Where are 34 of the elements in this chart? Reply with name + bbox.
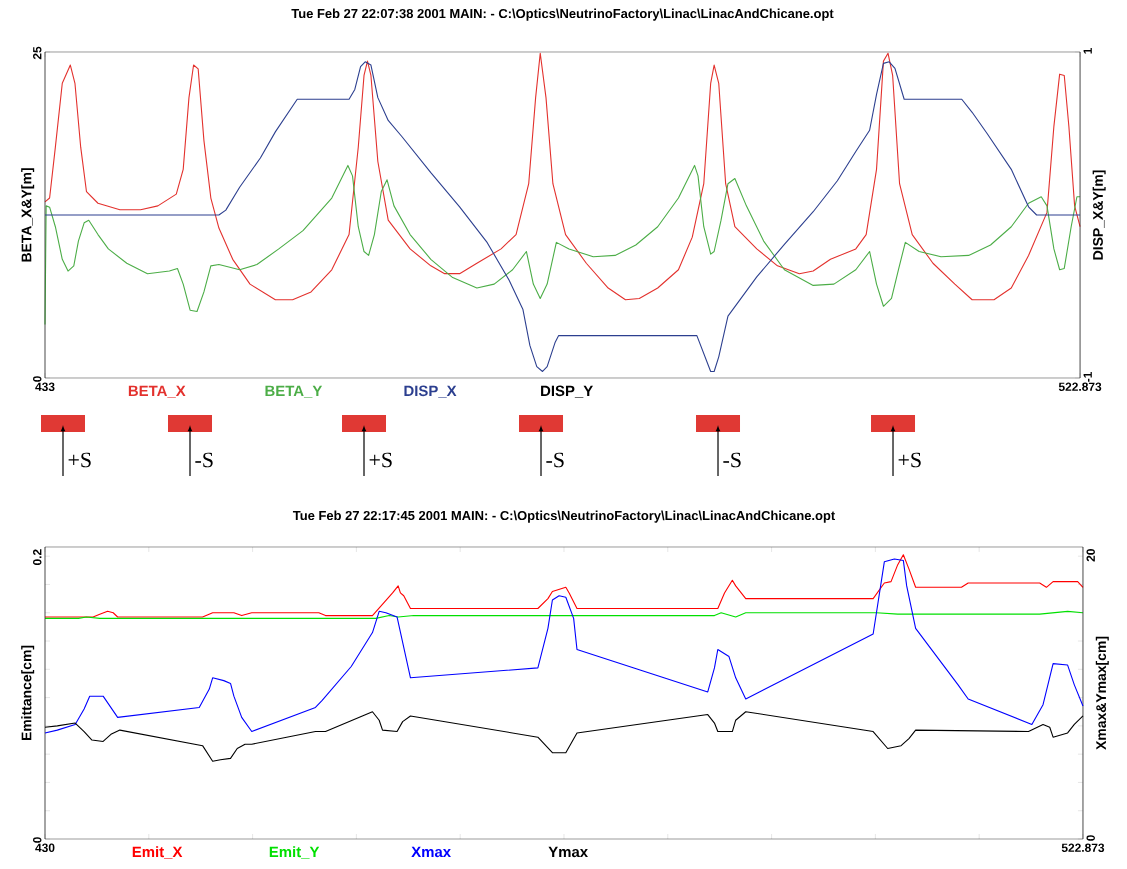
y2-axis-title: Xmax&Ymax[cm]: [1095, 636, 1109, 750]
x-tick-label: 433: [35, 382, 55, 391]
text: -S: [723, 452, 741, 468]
line-series: [44, 558, 1084, 734]
x-tick-label: 522.873: [1061, 843, 1105, 853]
text: -S: [546, 452, 564, 468]
y2-tick-label: -1: [1083, 372, 1092, 382]
text: +S: [369, 452, 392, 468]
text: DISP_X: [404, 385, 457, 398]
y-tick-label: 0: [33, 837, 42, 843]
text: Ymax: [548, 846, 588, 858]
y2-tick-label: 20: [1086, 549, 1095, 562]
chart-title: Tue Feb 27 22:17:45 2001 MAIN: - C:\Optics\NeutrinoFactory\Linac\LinacAndChicane.opt: [292, 510, 836, 523]
y-axis-title: BETA_X&Y[m]: [21, 168, 35, 262]
y-tick-label: 0: [33, 376, 42, 382]
y-tick-label: 0.2: [33, 549, 42, 566]
text: +S: [68, 452, 91, 468]
text: Emit_Y: [269, 846, 320, 859]
y-axis-title: Emittance[cm]: [21, 645, 35, 741]
text: Emit_X: [132, 846, 183, 859]
y-tick-label: 25: [33, 46, 42, 60]
y2-axis-title: DISP_X&Y[m]: [1092, 170, 1106, 260]
legend-label: DISP_Y: [541, 385, 593, 398]
text: Xmax: [411, 846, 451, 858]
text: +S: [898, 452, 921, 468]
chart-title: Tue Feb 27 22:07:38 2001 MAIN: - C:\Optics\NeutrinoFactory\Linac\LinacAndChicane.opt: [291, 8, 834, 21]
y2-tick-label: 0: [1086, 835, 1095, 841]
x-tick-label: 430: [35, 843, 55, 853]
y2-tick-label: 1: [1083, 48, 1092, 54]
text: BETA_X: [128, 385, 186, 398]
text: -S: [195, 452, 213, 468]
x-tick-label: 522.873: [1058, 382, 1102, 391]
line-series: [44, 52, 1081, 301]
text: BETA_Y: [265, 385, 323, 398]
